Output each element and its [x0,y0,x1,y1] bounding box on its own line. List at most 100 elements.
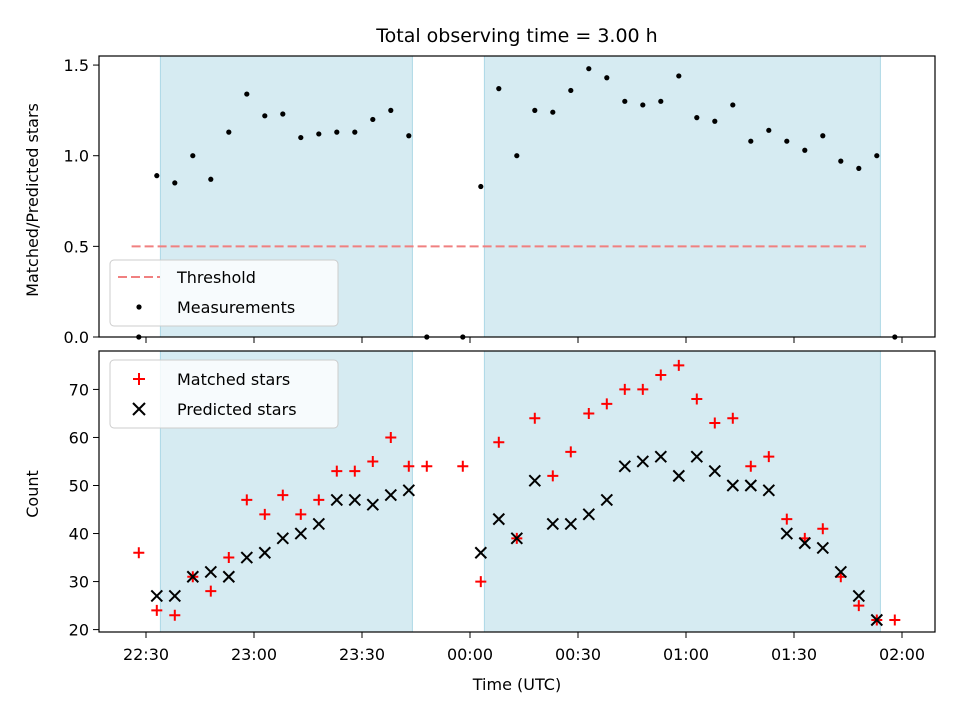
point-bottom-0-22 [547,470,559,482]
point-top-0-32 [730,102,736,108]
point-top-0-37 [820,133,826,139]
legend-top-box [109,259,339,327]
point-bottom-1-33 [798,536,812,550]
axes-frame-bottom [98,350,936,633]
point-top-0-7 [262,113,268,119]
legend-measurements-label: Measurements [177,298,295,317]
point-top-0-26 [622,98,628,104]
point-bottom-1-24 [636,455,650,468]
shaded-interval-top-1 [483,55,881,338]
point-bottom-1-16 [492,512,506,526]
point-bottom-0-11 [331,465,343,477]
point-bottom-1-36 [852,589,866,603]
x-tick-label-5: 01:00 [663,645,709,664]
point-bottom-0-32 [727,412,739,424]
point-bottom-0-29 [673,359,685,371]
point-top-0-29 [676,73,682,79]
point-bottom-0-21 [529,412,541,424]
point-top-0-5 [226,129,232,135]
axes-frame-top [98,55,936,338]
y-axis-label-top: Matched/Predicted stars [23,103,42,297]
point-bottom-1-12 [366,498,380,511]
chart-title: Total observing time = 3.00 h [375,25,657,47]
point-bottom-1-31 [762,484,776,497]
point-top-0-4 [208,176,214,182]
axes: 0.0 0.5 1.0 1.5 20 30 40 50 60 70 22:30 23:00 23:30 0… [64,55,936,664]
point-top-0-38 [838,158,844,164]
x-axis-label: Time (UTC) [472,675,561,694]
point-bottom-0-26 [619,383,631,395]
x-tick-label-7: 02:00 [879,645,925,664]
point-top-0-14 [388,107,394,113]
point-top-0-34 [766,127,772,133]
point-bottom-0-12 [349,465,361,477]
point-top-0-2 [172,180,178,186]
point-bottom-0-19 [493,436,505,448]
point-top-0-15 [406,133,412,139]
point-top-0-20 [514,153,520,159]
point-bottom-0-34 [763,451,775,463]
point-top-0-23 [568,87,574,94]
point-bottom-0-15 [403,460,415,472]
point-top-0-36 [802,147,808,153]
x-tick-label-2: 23:30 [339,645,385,664]
point-bottom-0-7 [259,508,271,520]
y-tick-label-bottom-0: 20 [69,621,89,640]
point-bottom-0-14 [385,431,397,443]
legend-predicted-swatch [132,402,146,416]
x-tick-label-6: 01:30 [771,645,817,664]
data-marks [133,66,901,627]
point-top-0-39 [856,165,862,171]
point-bottom-0-17 [457,460,469,472]
point-top-0-18 [478,183,484,190]
y-tick-label-bottom-4: 60 [69,428,89,447]
point-top-0-30 [694,115,700,121]
series-bottom-0 [133,359,901,626]
point-bottom-1-15 [474,546,488,559]
point-top-0-1 [154,173,160,179]
point-top-0-21 [532,107,538,113]
point-bottom-1-14 [402,484,416,497]
point-top-0-24 [586,66,592,72]
shaded-interval-bottom-1 [483,350,881,633]
point-bottom-1-27 [690,450,704,463]
point-top-0-27 [640,102,646,108]
y-tick-label-top-1: 0.5 [64,237,89,256]
point-top-0-8 [280,111,286,117]
y-axis-label-bottom: Count [23,470,42,518]
point-bottom-1-1 [168,589,182,603]
point-bottom-1-13 [384,488,398,502]
legend-matched-label: Matched stars [177,370,290,389]
point-bottom-0-30 [691,393,703,405]
point-bottom-1-25 [654,450,668,463]
point-top-0-10 [316,131,322,137]
point-bottom-0-1 [151,604,163,616]
point-bottom-1-6 [258,546,272,559]
point-bottom-1-5 [240,551,254,564]
point-bottom-1-22 [600,493,614,507]
legend-matched-swatch [133,373,145,385]
legend-bottom-box [109,359,339,429]
point-bottom-1-21 [582,508,596,521]
point-bottom-1-10 [330,493,344,507]
point-top-0-22 [550,109,556,115]
point-bottom-1-29 [726,479,740,492]
point-bottom-1-37 [870,613,884,627]
point-top-0-11 [334,129,340,135]
point-bottom-0-18 [475,576,487,588]
y-tick-label-top-2: 1.0 [64,147,89,166]
y-tick-label-bottom-2: 40 [69,525,89,544]
x-tick-label-3: 00:00 [447,645,493,664]
point-bottom-1-9 [312,517,326,531]
point-top-0-13 [370,116,376,123]
point-bottom-0-37 [817,523,829,535]
x-tick-label-0: 22:30 [123,645,169,664]
point-bottom-0-28 [655,369,667,381]
point-bottom-1-26 [672,469,686,483]
series-top-0 [136,66,898,340]
point-bottom-0-23 [565,446,577,458]
point-bottom-0-39 [853,600,865,612]
y-tick-label-top-3: 1.5 [64,56,89,75]
point-bottom-0-4 [205,585,217,597]
